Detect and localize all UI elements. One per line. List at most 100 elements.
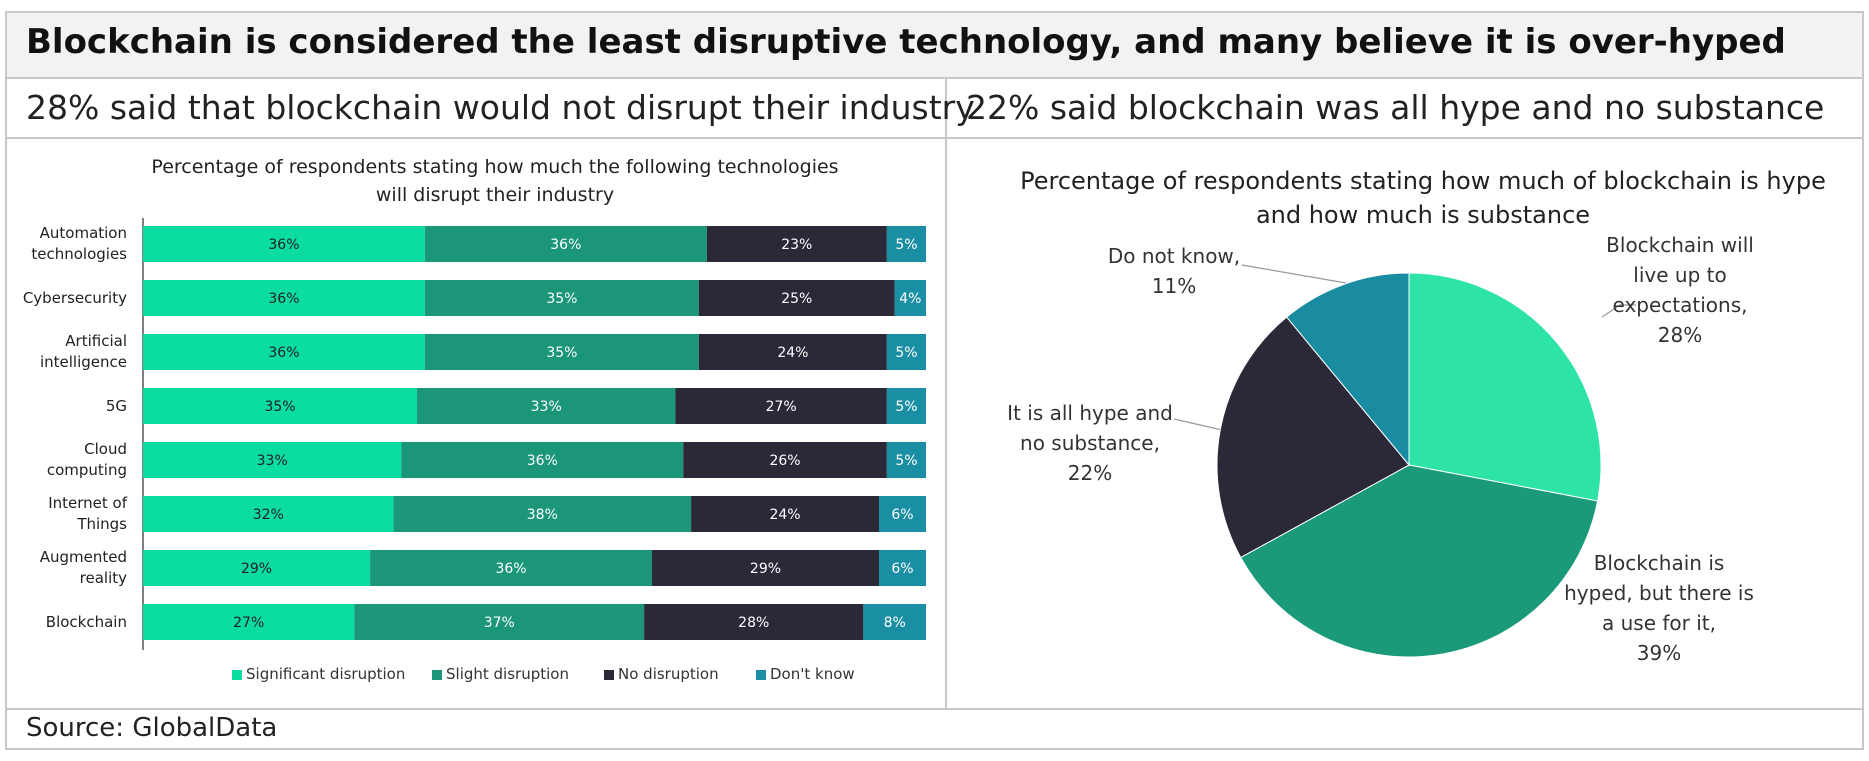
value-label: 29% — [750, 561, 781, 577]
value-label: 36% — [527, 453, 558, 469]
legend-swatch — [432, 670, 442, 680]
value-label: 36% — [268, 237, 299, 253]
legend-label: Don't know — [770, 665, 855, 683]
bar-segment — [683, 442, 887, 478]
legend-swatch — [756, 670, 766, 680]
slice-label: Blockchain is hyped, but there is a use … — [1564, 548, 1754, 668]
value-label: 38% — [527, 507, 558, 523]
value-label: 24% — [769, 507, 800, 523]
bar-segment — [886, 388, 926, 424]
title-band — [7, 13, 1862, 78]
bar-segment — [143, 388, 418, 424]
slice-name: Do not know, — [1107, 244, 1241, 268]
value-label: 27% — [766, 399, 797, 415]
value-label: 36% — [268, 345, 299, 361]
bar-segment — [706, 226, 887, 262]
chart-title: Percentage of respondents stating how mu… — [151, 156, 839, 206]
chart-title: Percentage of respondents stating how mu… — [1020, 167, 1826, 229]
value-label: 37% — [484, 615, 515, 631]
bar-segment — [644, 604, 864, 640]
y-tick-label: Internet of Things — [48, 494, 127, 533]
source: Source: GlobalData — [26, 713, 278, 743]
value-label: 36% — [495, 561, 526, 577]
bar-segment — [675, 388, 887, 424]
y-tick-label: Augmented reality — [39, 548, 127, 587]
legend-swatch — [604, 670, 614, 680]
bar-segment — [886, 334, 926, 370]
value-label: 36% — [268, 291, 299, 307]
bar-segment — [143, 226, 425, 262]
bar-segment — [886, 226, 926, 262]
y-tick-label: Artificial intelligence — [39, 332, 127, 371]
value-label: 5% — [895, 453, 917, 469]
y-tick-label: Automation technologies — [31, 224, 127, 263]
value-label: 4% — [899, 291, 921, 307]
value-label: 5% — [895, 399, 917, 415]
bar-segment — [143, 550, 371, 586]
slice-value: 28% — [1657, 323, 1703, 347]
page-title: Blockchain is considered the least disru… — [26, 22, 1786, 62]
leader-line — [1173, 418, 1223, 431]
panel-heading: 28% said that blockchain would not disru… — [26, 88, 975, 127]
value-label: 33% — [531, 399, 562, 415]
pie-slice — [1408, 272, 1602, 502]
value-label: 36% — [550, 237, 581, 253]
bar-segment — [879, 496, 926, 532]
value-label: 35% — [264, 399, 295, 415]
value-label: 24% — [777, 345, 808, 361]
slice-name: Blockchain is hyped, but there is a use … — [1564, 551, 1754, 635]
y-tick-label: Cybersecurity — [22, 288, 127, 307]
value-label: 8% — [884, 615, 906, 631]
y-tick-label: 5G — [105, 396, 127, 415]
value-label: 32% — [253, 507, 284, 523]
y-tick-label: Cloud computing — [46, 440, 127, 479]
bar-segment — [143, 604, 355, 640]
pie-slice — [1216, 316, 1410, 559]
legend-label: Significant disruption — [246, 665, 406, 683]
slice-value: 22% — [1067, 461, 1113, 485]
bar-segment — [354, 604, 645, 640]
bar-segment — [143, 280, 425, 316]
slice-value: 11% — [1151, 274, 1197, 298]
bar-segment — [691, 496, 880, 532]
bar-segment — [424, 280, 699, 316]
value-label: 6% — [891, 507, 913, 523]
slice-label: Blockchain will live up to expectations,… — [1590, 230, 1770, 350]
legend-label: No disruption — [618, 665, 719, 683]
slice-label: Do not know, 11% — [1084, 241, 1264, 301]
y-tick-label: Blockchain — [45, 612, 127, 631]
bar-segment — [143, 442, 402, 478]
pie-slice — [1285, 272, 1410, 467]
value-label: 25% — [781, 291, 812, 307]
value-label: 26% — [769, 453, 800, 469]
bar-segment — [863, 604, 926, 640]
panel-heading: 22% said blockchain was all hype and no … — [966, 88, 1825, 127]
value-label: 33% — [257, 453, 288, 469]
bar-segment — [886, 442, 926, 478]
slice-name: Blockchain will live up to expectations, — [1606, 233, 1754, 317]
value-label: 5% — [895, 345, 917, 361]
legend-swatch — [232, 670, 242, 680]
leader-line — [1241, 264, 1347, 284]
value-label: 35% — [546, 291, 577, 307]
value-label: 27% — [233, 615, 264, 631]
value-label: 29% — [241, 561, 272, 577]
value-label: 28% — [738, 615, 769, 631]
bar-segment — [894, 280, 926, 316]
bar-segment — [417, 388, 676, 424]
frame — [5, 11, 1864, 750]
slice-label: It is all hype and no substance, 22% — [995, 398, 1185, 488]
bar-segment — [370, 550, 652, 586]
value-label: 35% — [546, 345, 577, 361]
value-label: 6% — [891, 561, 913, 577]
value-label: 5% — [895, 237, 917, 253]
bar-segment — [143, 496, 394, 532]
bar-segment — [424, 334, 699, 370]
bar-segment — [879, 550, 926, 586]
bar-segment — [424, 226, 707, 262]
slice-name: It is all hype and no substance, — [1007, 401, 1173, 455]
bar-segment — [698, 280, 895, 316]
bar-segment — [393, 496, 692, 532]
